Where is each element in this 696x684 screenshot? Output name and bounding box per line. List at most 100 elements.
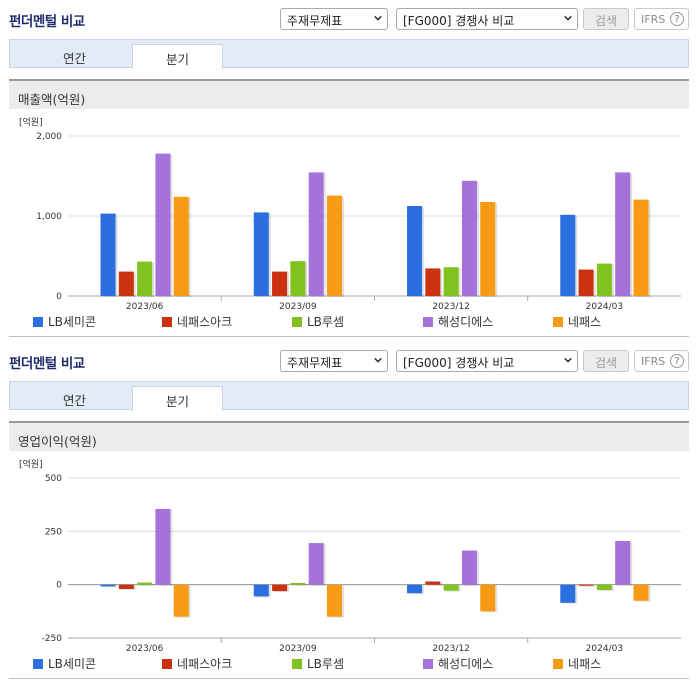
legend-item[interactable]: 네패스 [553, 655, 601, 672]
bar [615, 172, 631, 296]
panel-title: 펀더멘털 비교 [9, 356, 85, 372]
legend-swatch [162, 317, 172, 327]
bar [173, 584, 189, 617]
bar [118, 584, 134, 589]
bar [100, 213, 116, 296]
legend-item[interactable]: LB루셈 [292, 655, 344, 672]
bar [560, 584, 576, 603]
legend-swatch [553, 317, 563, 327]
legend-swatch [553, 659, 563, 669]
x-tick-label: 2023/12 [432, 302, 469, 310]
legend-item[interactable]: LB세미콘 [33, 313, 96, 330]
legend-item[interactable]: 해성디에스 [423, 313, 493, 330]
bar [173, 196, 189, 296]
chart-legend: LB세미콘 네패스아크 LB루셈 해성디에스 네패스 [0, 655, 696, 671]
bar [480, 584, 496, 612]
bar [633, 199, 649, 296]
bar [425, 268, 441, 296]
bar [155, 153, 171, 296]
bar [326, 584, 342, 617]
bar-shadow [102, 585, 118, 588]
legend-item[interactable]: 네패스아크 [162, 313, 232, 330]
bar [560, 214, 576, 296]
bar [253, 584, 269, 597]
y-tick-label: -250 [42, 634, 63, 644]
statement-type-select[interactable]: 주재무제표 [280, 8, 388, 30]
bar [480, 202, 496, 296]
statement-type-value: 주재무제표 [287, 356, 343, 370]
legend-label: LB세미콘 [48, 315, 97, 329]
bar [443, 267, 459, 296]
ifrs-button[interactable]: IFRS ? [634, 350, 689, 372]
x-tick-label: 2023/12 [432, 644, 469, 652]
help-icon[interactable]: ? [670, 12, 684, 26]
legend-label: 해성디에스 [438, 657, 494, 671]
y-tick-label: 250 [45, 527, 62, 537]
bar [443, 584, 459, 591]
search-button[interactable]: 검색 [583, 8, 629, 30]
legend-item[interactable]: LB세미콘 [33, 655, 96, 672]
chevron-down-icon [374, 357, 382, 363]
legend-label: 해성디에스 [438, 315, 494, 329]
bar-shadow [292, 583, 308, 586]
section-title: 영업이익(억원) [9, 421, 689, 451]
chart-legend: LB세미콘 네패스아크 LB루셈 해성디에스 네패스 [0, 313, 696, 329]
bar [407, 206, 423, 296]
legend-item[interactable]: 네패스아크 [162, 655, 232, 672]
bar [578, 269, 594, 296]
bar [155, 508, 171, 585]
bar [615, 540, 631, 585]
period-tabs: 연간 분기 [9, 39, 689, 69]
tab-annual[interactable]: 연간 [62, 393, 86, 408]
bar [461, 550, 477, 585]
bar [596, 263, 612, 296]
x-tick-label: 2023/06 [126, 302, 164, 310]
y-tick-label: 0 [56, 581, 62, 591]
operating-profit-chart: [억원] -250 0 250 500 2023/06 2023/09 2023/12 2024… [19, 458, 681, 652]
legend-swatch [423, 659, 433, 669]
search-button[interactable]: 검색 [583, 350, 629, 372]
legend-label: 네패스 [568, 657, 602, 671]
compare-value: [FG000] 경쟁사 비교 [403, 356, 515, 370]
bar-shadow [580, 585, 596, 587]
bar [308, 543, 324, 585]
fundamental-panel-2: 펀더멘털 비교 주재무제표 [FG000] 경쟁사 비교 검색 IFRS ? 연… [0, 342, 696, 684]
x-tick-label: 2024/03 [586, 302, 623, 310]
tab-quarterly[interactable]: 분기 [132, 44, 223, 69]
help-icon[interactable]: ? [670, 354, 684, 368]
tab-annual[interactable]: 연간 [62, 51, 86, 66]
section-title: 매출액(억원) [9, 79, 689, 109]
y-axis-unit-label: [억원] [19, 458, 43, 470]
compare-select[interactable]: [FG000] 경쟁사 비교 [396, 8, 578, 30]
tab-quarterly[interactable]: 분기 [132, 386, 223, 411]
bar [118, 271, 134, 296]
divider [9, 336, 689, 337]
statement-type-value: 주재무제표 [287, 14, 343, 28]
y-tick-label: 2,000 [36, 132, 62, 142]
bar [137, 582, 153, 585]
bar [253, 212, 269, 296]
legend-item[interactable]: LB루셈 [292, 313, 344, 330]
divider [9, 678, 689, 679]
x-tick-label: 2024/03 [586, 644, 623, 652]
bar [308, 172, 324, 296]
legend-label: LB루셈 [307, 315, 344, 329]
legend-label: 네패스 [568, 315, 602, 329]
legend-item[interactable]: 해성디에스 [423, 655, 493, 672]
ifrs-label: IFRS [641, 355, 666, 368]
fundamental-panel-1: 펀더멘털 비교 주재무제표 [FG000] 경쟁사 비교 검색 IFRS ? 연… [0, 8, 696, 337]
chevron-down-icon [564, 357, 572, 363]
legend-swatch [33, 659, 43, 669]
legend-item[interactable]: 네패스 [553, 313, 601, 330]
statement-type-select[interactable]: 주재무제표 [280, 350, 388, 372]
bar [290, 582, 306, 585]
compare-value: [FG000] 경쟁사 비교 [403, 14, 515, 28]
bar [461, 180, 477, 296]
legend-label: LB세미콘 [48, 657, 97, 671]
legend-swatch [292, 659, 302, 669]
compare-select[interactable]: [FG000] 경쟁사 비교 [396, 350, 578, 372]
chevron-down-icon [564, 15, 572, 21]
ifrs-button[interactable]: IFRS ? [634, 8, 689, 30]
legend-swatch [423, 317, 433, 327]
bar [578, 584, 594, 586]
